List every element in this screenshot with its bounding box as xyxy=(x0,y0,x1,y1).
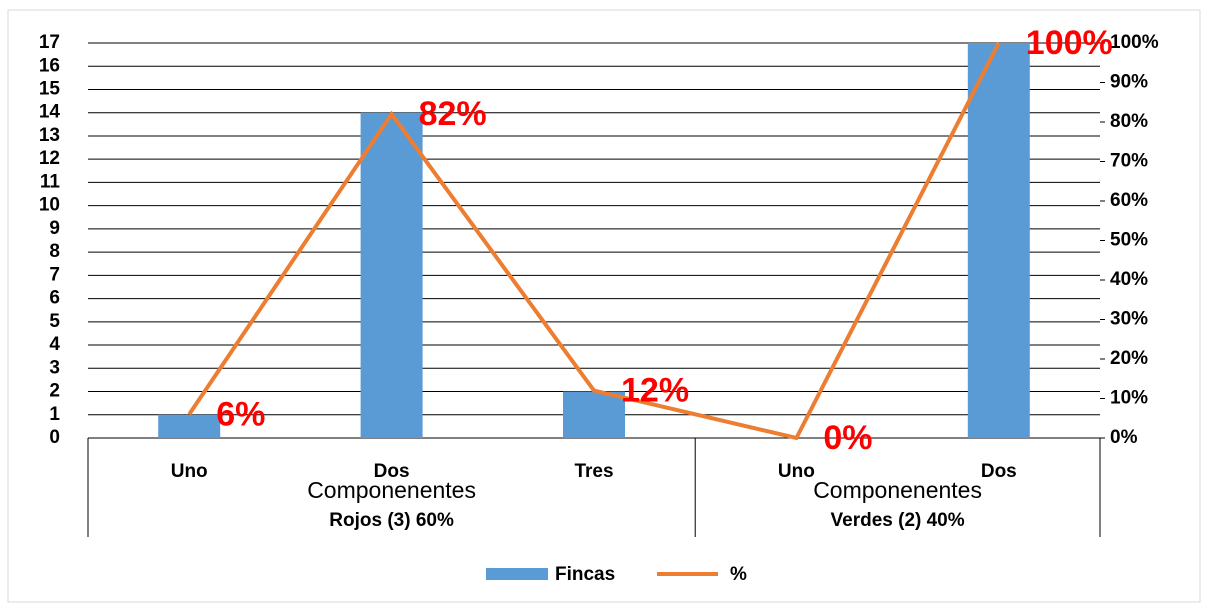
y-tick-label: 4 xyxy=(49,334,60,355)
y2-tick-label: 50% xyxy=(1110,230,1148,251)
x-tick-label: Uno xyxy=(778,461,815,482)
y2-tick-label: 30% xyxy=(1110,309,1148,330)
y-tick-label: 5 xyxy=(49,311,60,332)
x-tick-label: Dos xyxy=(981,461,1017,482)
y-tick-label: 17 xyxy=(39,32,60,53)
y2-tick-label: 90% xyxy=(1110,72,1148,93)
legend-swatch xyxy=(486,568,548,580)
bar xyxy=(563,391,625,438)
y-tick-label: 10 xyxy=(39,195,60,216)
data-label: 0% xyxy=(823,419,872,457)
y2-tick-label: 70% xyxy=(1110,151,1148,172)
y-tick-label: 15 xyxy=(39,78,61,99)
y-tick-label: 9 xyxy=(49,218,60,239)
data-label: 12% xyxy=(621,372,689,410)
bar xyxy=(360,112,423,439)
y-tick-label: 16 xyxy=(39,55,60,76)
data-label: 100% xyxy=(1026,24,1113,62)
group-title: Componenentes xyxy=(307,477,476,503)
y2-tick-label: 80% xyxy=(1110,111,1148,132)
y2-tick-label: 0% xyxy=(1110,427,1138,448)
y-tick-label: 2 xyxy=(49,381,60,402)
y2-tick-label: 100% xyxy=(1110,32,1159,53)
y2-tick-label: 10% xyxy=(1110,388,1148,409)
y-tick-label: 11 xyxy=(40,171,61,192)
y2-tick-label: 20% xyxy=(1110,348,1148,369)
y-tick-label: 12 xyxy=(39,148,60,169)
data-label: 82% xyxy=(419,95,487,133)
legend-label: % xyxy=(730,564,747,585)
y-tick-label: 0 xyxy=(49,427,60,448)
group-name: Rojos (3) 60% xyxy=(329,510,454,531)
y2-tick-label: 60% xyxy=(1110,190,1148,211)
y-tick-label: 3 xyxy=(49,357,60,378)
x-tick-label: Dos xyxy=(374,461,410,482)
y2-tick-label: 40% xyxy=(1110,269,1148,290)
y-tick-label: 1 xyxy=(49,404,60,425)
group-title: Componenentes xyxy=(813,477,982,503)
y-tick-label: 7 xyxy=(49,264,60,285)
bar xyxy=(158,414,221,438)
y-tick-label: 6 xyxy=(49,288,60,309)
legend-label: Fincas xyxy=(555,564,615,585)
y-tick-label: 13 xyxy=(39,125,60,146)
data-label: 6% xyxy=(216,395,265,433)
y-tick-label: 14 xyxy=(39,102,61,123)
x-tick-label: Uno xyxy=(171,461,208,482)
line xyxy=(187,42,1001,441)
y-tick-label: 8 xyxy=(49,241,60,262)
bar xyxy=(967,43,1030,438)
x-tick-label: Tres xyxy=(574,461,613,482)
group-name: Verdes (2) 40% xyxy=(831,510,965,531)
